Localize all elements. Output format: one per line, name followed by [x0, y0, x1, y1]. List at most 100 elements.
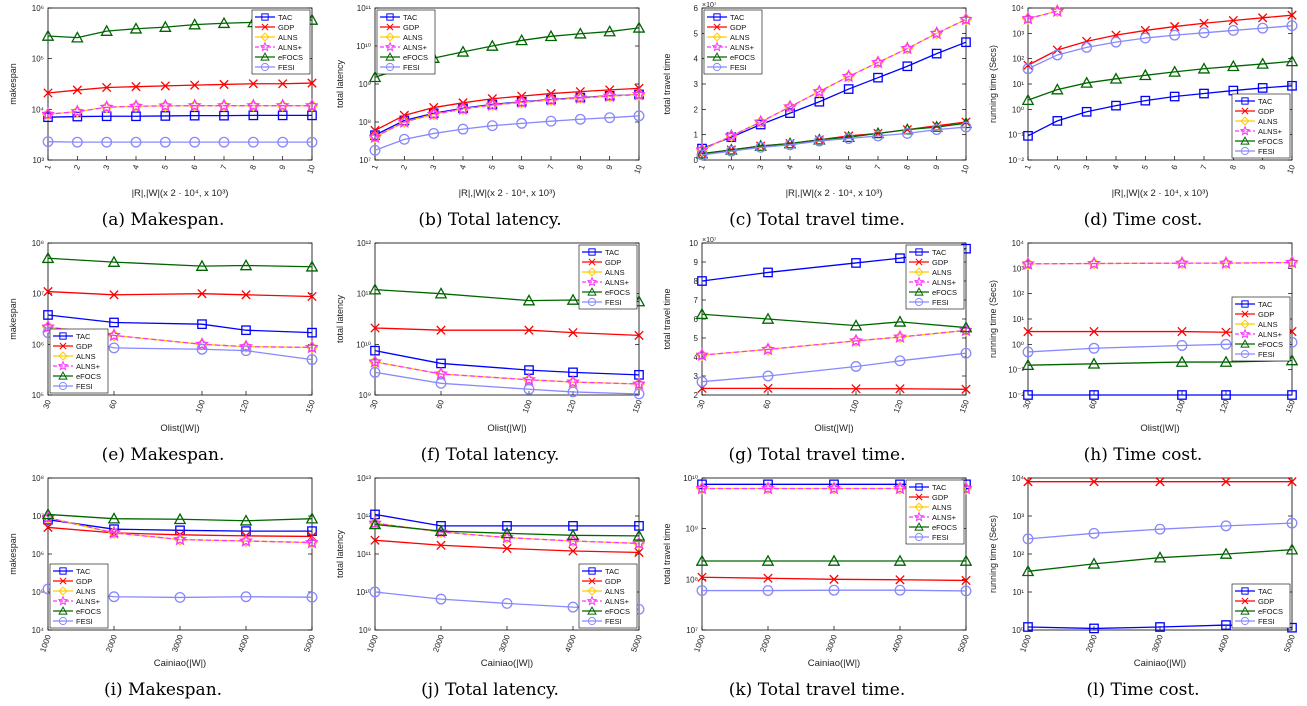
chart-panel: 10⁹ 10¹⁰ 10¹¹ 10¹² 10¹³ 1000 2000 3000 4000 5000 t…: [327, 470, 653, 705]
data-point-FESI: [240, 591, 252, 603]
legend-label: eFOCS: [932, 523, 957, 532]
x-tick-label: 7: [546, 163, 556, 171]
data-point-FESI: [369, 144, 381, 156]
chart-panel: 10⁹ 10¹⁰ 10¹¹ 10¹² 30 60 100 120 150 total latenc…: [327, 235, 653, 470]
axis-multiplier: ×10⁷: [702, 2, 717, 9]
legend-marker: [385, 62, 395, 72]
data-point-TAC: [43, 310, 53, 320]
x-axis-label: Cainiao(|W|): [481, 658, 533, 669]
data-point-GDP: [634, 330, 644, 341]
legend-marker: [1239, 328, 1251, 339]
legend-marker: [1240, 349, 1250, 359]
data-point-TAC: [873, 72, 883, 83]
data-point-eFOCS: [1022, 564, 1035, 577]
series-line-TAC: [374, 513, 639, 527]
data-point-GDP: [961, 384, 971, 394]
data-point-FESI: [762, 370, 774, 382]
x-tick-label: 6: [190, 163, 200, 171]
legend-label: GDP: [932, 258, 948, 267]
data-point-eFOCS: [725, 143, 738, 155]
data-point-FESI: [523, 383, 535, 395]
data-point-TAC: [1052, 116, 1063, 126]
legend-marker: [587, 586, 597, 596]
series-group: [696, 12, 972, 161]
data-point-ALNS+: [602, 88, 617, 103]
data-point-TAC: [1081, 106, 1092, 117]
legend-label: ALNS+: [76, 597, 101, 606]
y-tick-label: 10¹¹: [357, 550, 372, 559]
y-tick-label: 10⁶: [32, 4, 44, 13]
x-tick-label: 6: [517, 163, 527, 171]
data-point-ALNS+: [841, 69, 856, 83]
y-tick-label: 10⁴: [32, 105, 45, 114]
legend-box: [1231, 93, 1291, 159]
data-point-GDP: [160, 81, 170, 91]
data-point-eFOCS: [544, 29, 558, 42]
y-tick-label: 10¹²: [357, 239, 372, 248]
x-tick-label: 30: [695, 398, 707, 410]
x-tick-label: 4000: [236, 633, 251, 653]
data-point-FESI: [567, 386, 579, 398]
data-point-eFOCS: [1168, 65, 1181, 77]
series-line-eFOCS: [47, 257, 313, 268]
data-point-GDP: [131, 82, 141, 92]
legend-label: ALNS: [730, 33, 750, 42]
legend-label: ALNS: [932, 268, 952, 277]
figure-caption: (h) Time cost.: [1083, 445, 1203, 465]
x-tick-label: 9: [932, 163, 942, 171]
data-point-eFOCS: [1227, 59, 1240, 72]
legend-label: eFOCS: [605, 288, 630, 297]
data-point-FESI: [1198, 27, 1210, 39]
data-point-eFOCS: [1153, 551, 1167, 563]
data-point-ALNS+: [246, 98, 261, 112]
y-tick-label: 10¹⁰: [683, 474, 698, 483]
y-tick-label: 10¹³: [357, 474, 372, 483]
data-point-FESI: [567, 601, 579, 613]
x-axis-label: |R|,|W|(x 2 · 10⁴, x 10³): [132, 188, 229, 199]
x-tick-label: 10: [632, 163, 644, 175]
figure-caption: (j) Total latency.: [421, 680, 559, 700]
data-point-FESI: [369, 366, 381, 378]
data-point-eFOCS: [827, 554, 841, 566]
y-tick-label: 3: [694, 80, 699, 89]
data-point-ALNS+: [958, 12, 972, 26]
x-tick-label: 2: [726, 163, 736, 171]
x-tick-label: 6: [1170, 163, 1180, 171]
data-point-ALNS+: [1218, 255, 1234, 270]
data-point-GDP: [109, 290, 119, 300]
data-point-eFOCS: [761, 312, 775, 324]
data-point-FESI: [71, 136, 83, 148]
data-point-FESI: [633, 110, 645, 122]
data-point-ALNS+: [900, 41, 915, 55]
data-point-ALNS+: [194, 336, 210, 351]
data-point-FESI: [931, 124, 943, 136]
legend-label: ALNS+: [605, 597, 630, 606]
x-tick-label: 1: [697, 163, 707, 171]
legend-label: GDP: [1258, 107, 1274, 116]
data-point-FESI: [1257, 22, 1269, 34]
chart-svg: 10⁹ 10¹⁰ 10¹¹ 10¹² 10¹³ 1000 2000 3000 4000 5000 t…: [335, 474, 645, 669]
data-point-GDP: [1199, 18, 1209, 28]
legend-label: TAC: [403, 13, 418, 22]
series-line-TAC: [1027, 85, 1293, 137]
legend-label: TAC: [76, 332, 91, 341]
chart-svg: 10⁻² 10⁻¹ 10⁰ 10¹ 10² 10³ 10⁴ 30 60 100 120 150 runn…: [988, 239, 1298, 434]
data-point-ALNS+: [826, 481, 842, 495]
y-tick-label: 10⁴: [1012, 239, 1025, 248]
data-point-eFOCS: [500, 526, 514, 539]
legend-label: eFOCS: [605, 607, 630, 616]
legend-marker: [59, 567, 67, 575]
data-point-ALNS+: [514, 94, 529, 109]
figure-caption: (i) Makespan.: [103, 680, 223, 700]
data-point-FESI: [516, 117, 528, 129]
chart-svg: 10⁴ 10⁵ 10⁶ 10⁷ 10⁸ 1000 2000 3000 4000 5000 makes…: [8, 474, 318, 669]
data-point-TAC: [1023, 390, 1033, 400]
y-tick-label: 10⁷: [686, 626, 698, 635]
data-point-FESI: [1088, 527, 1100, 539]
data-point-ALNS+: [106, 525, 122, 539]
data-point-GDP: [219, 79, 229, 90]
y-tick-label: 10¹⁰: [356, 340, 371, 349]
figure-caption: (e) Makespan.: [101, 445, 225, 465]
